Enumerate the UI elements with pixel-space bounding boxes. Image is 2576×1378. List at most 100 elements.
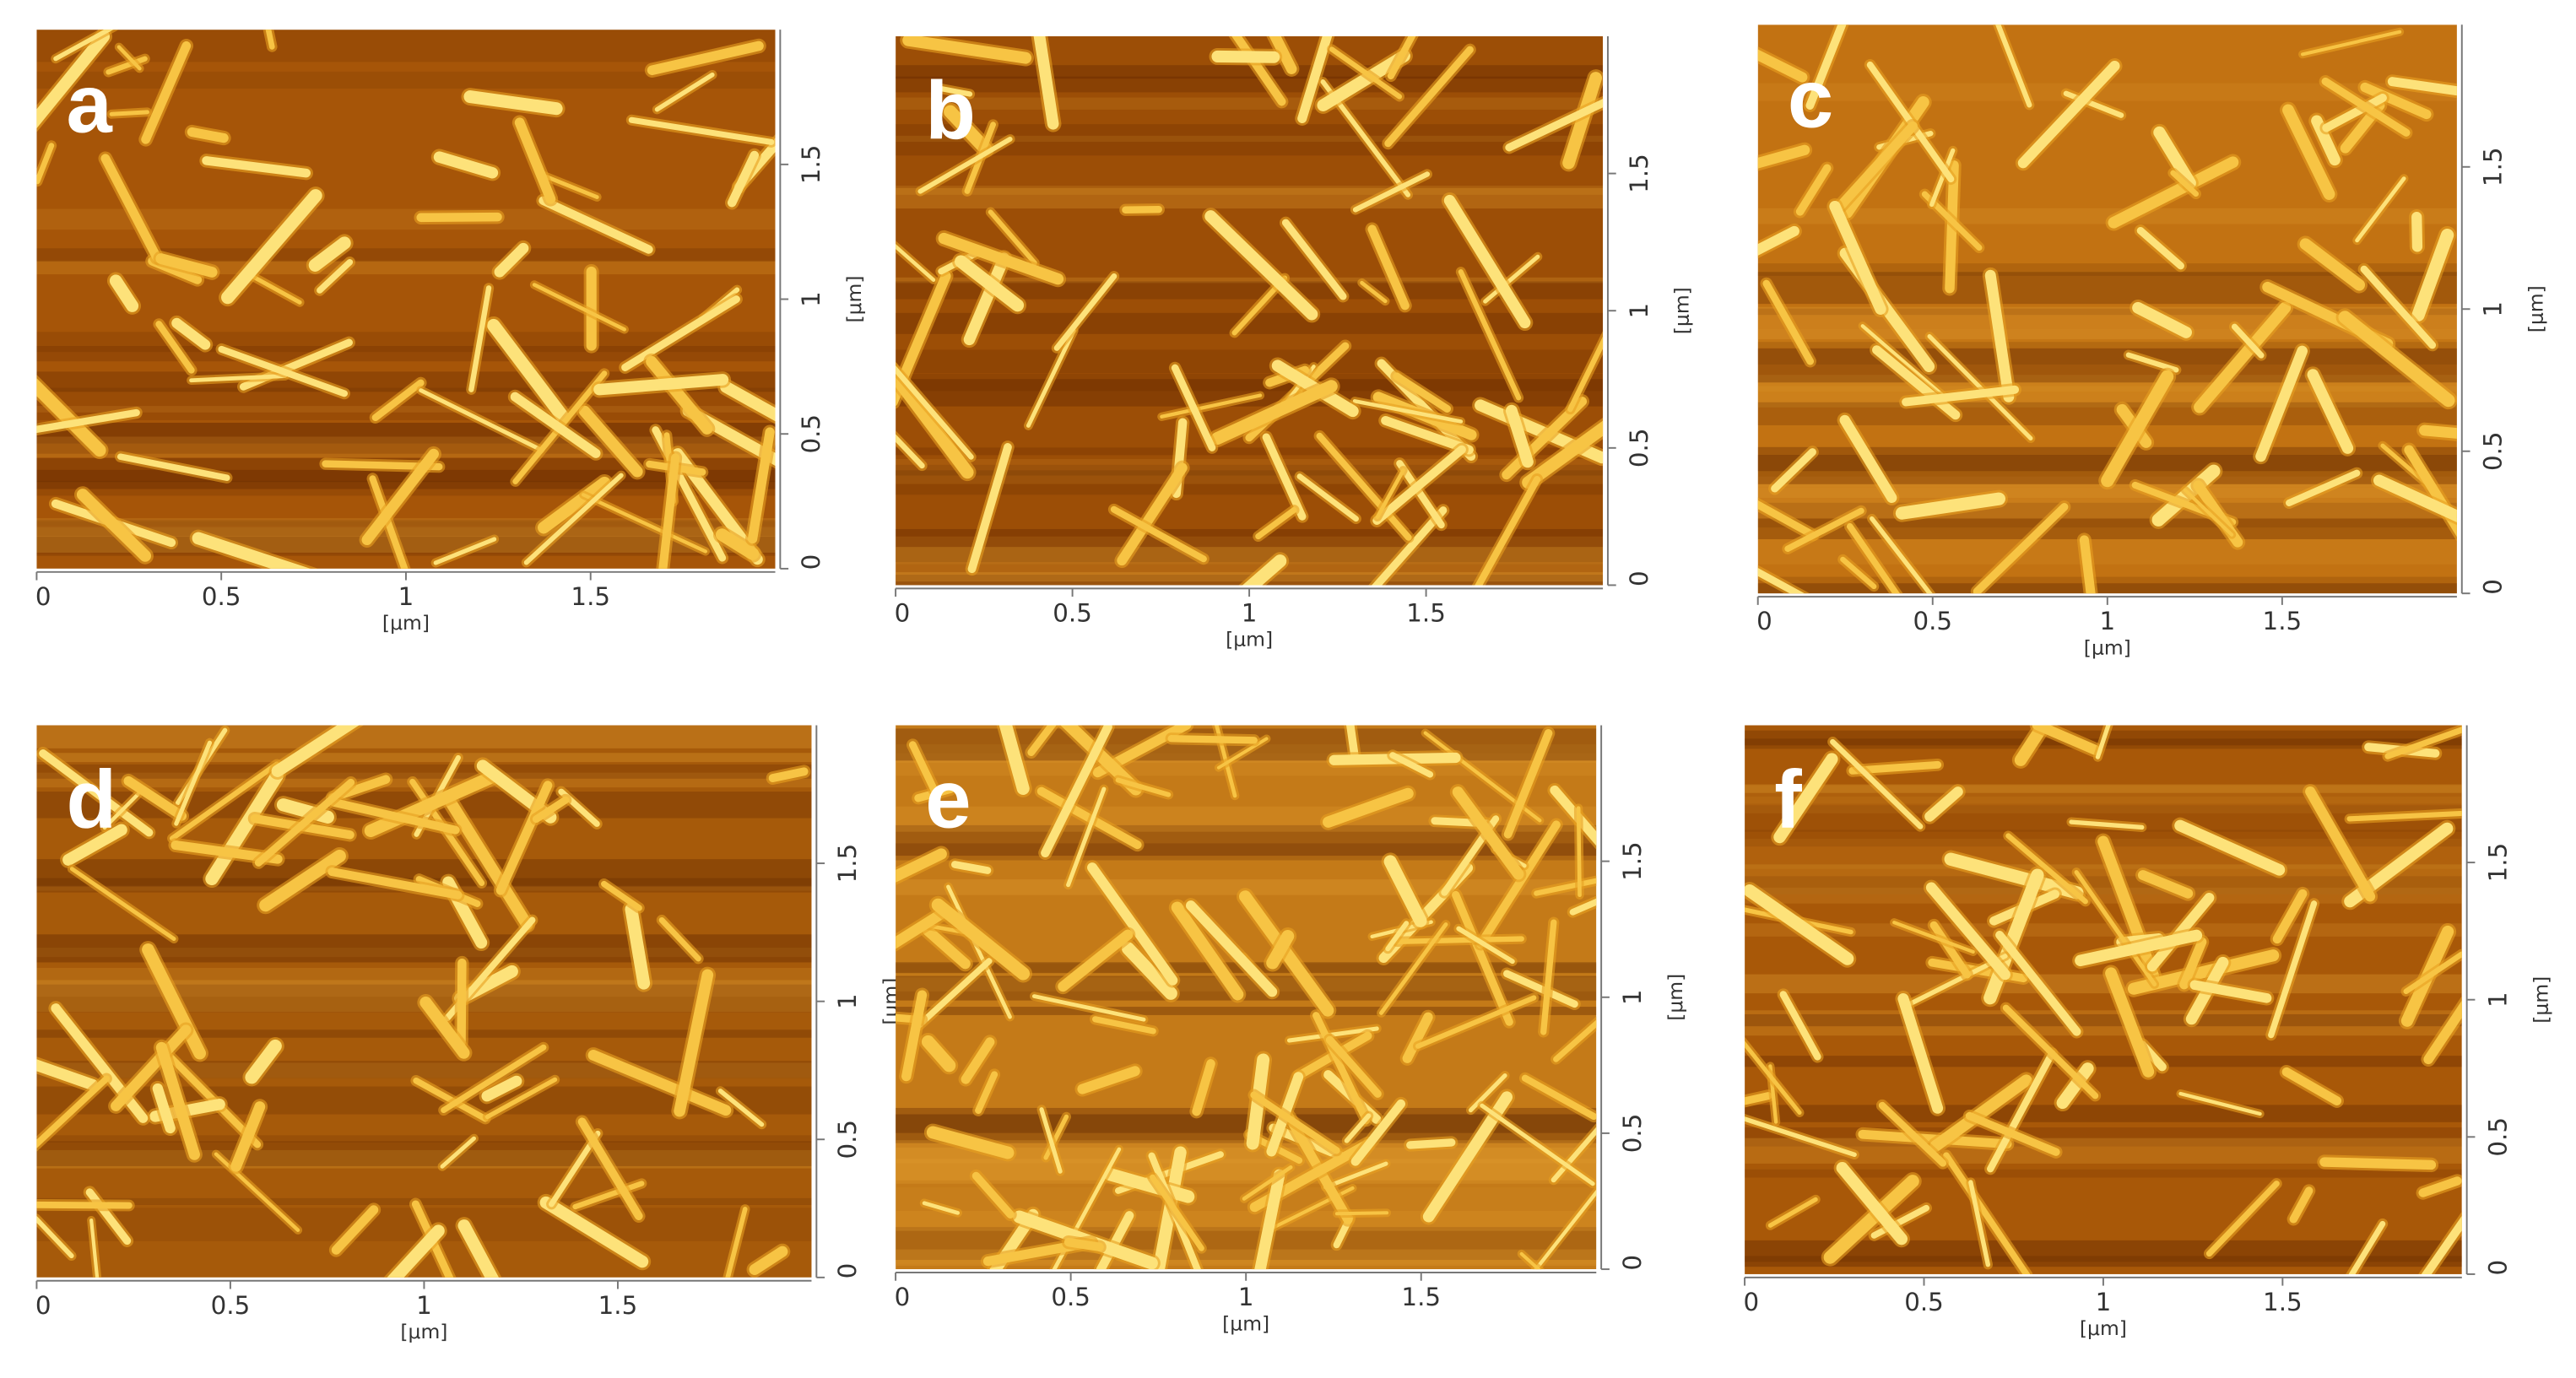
- fibril: [2348, 1220, 2386, 1274]
- fibril: [2137, 870, 2194, 899]
- y-tick-label: 1.5: [2484, 843, 2513, 883]
- fibril: [142, 943, 206, 1060]
- fibril: [674, 969, 714, 1117]
- scan-streak: [1757, 342, 2457, 365]
- fibril: [62, 824, 127, 866]
- scan-streak: [1757, 484, 2457, 519]
- scan-streak: [36, 208, 776, 230]
- fibril: [265, 30, 275, 50]
- fibril: [654, 72, 715, 112]
- fibril: [539, 1196, 649, 1268]
- fibril: [2311, 115, 2341, 166]
- fibril: [1312, 1012, 1371, 1125]
- fibril: [1860, 324, 1946, 397]
- afm-panel: e 0 0.5 1 1.5 [μm] 0 0.5 1 1.5 [μm]: [895, 725, 1687, 1335]
- fibril: [361, 448, 440, 546]
- x-axis-label: [μm]: [400, 1320, 447, 1343]
- y-tick-label: 0: [2479, 579, 2508, 595]
- fibril: [1840, 556, 1877, 590]
- fibril: [1033, 35, 1059, 130]
- fibril: [468, 285, 492, 392]
- fibril: [36, 408, 140, 434]
- fibril: [538, 476, 611, 534]
- fibril: [1063, 1237, 1104, 1251]
- fibril: [1562, 72, 1603, 170]
- fibril: [1352, 171, 1431, 213]
- scan-streak: [896, 277, 1604, 284]
- fibril: [1117, 462, 1188, 566]
- fibril: [1757, 225, 1799, 256]
- fibril: [1394, 936, 1524, 945]
- fibril: [2307, 369, 2354, 454]
- scan-streak: [1745, 1056, 2462, 1067]
- fibril: [1502, 970, 1578, 1008]
- scan-streak: [1757, 208, 2457, 224]
- fibril: [1540, 919, 1557, 1035]
- fibril: [1402, 1012, 1433, 1063]
- x-tick-label: 1.5: [571, 582, 610, 611]
- fibril: [715, 528, 760, 560]
- x-tick-label: 1: [416, 1291, 432, 1320]
- fibril: [2178, 1091, 2262, 1116]
- scan-streak: [36, 1197, 812, 1205]
- x-tick-label: 0.5: [1913, 607, 1952, 635]
- fibril: [1375, 468, 1405, 520]
- fibril: [317, 258, 354, 294]
- fibril: [1344, 1113, 1372, 1143]
- y-tick-label: 1.5: [2479, 147, 2508, 186]
- fibril: [1396, 460, 1445, 529]
- fibril: [510, 392, 601, 458]
- scan-streak: [1745, 974, 2462, 994]
- fibril: [1393, 372, 1452, 413]
- scan-streak: [896, 470, 1604, 476]
- scan-streak: [36, 1141, 812, 1166]
- fibril: [1027, 725, 1057, 757]
- scan-streak: [1745, 1013, 2462, 1027]
- fibril: [445, 797, 533, 931]
- scan-streak: [1745, 1256, 2462, 1262]
- fibril: [2101, 370, 2174, 488]
- fibril: [1458, 269, 1522, 401]
- y-tick-label: 0.5: [1625, 429, 1653, 468]
- fibril: [720, 381, 776, 422]
- scan-streak: [1745, 1169, 2462, 1178]
- fibril: [998, 725, 1030, 795]
- afm-image: [896, 725, 1597, 1270]
- fibril: [1870, 1204, 1930, 1239]
- fibril: [2174, 819, 2286, 876]
- fibril: [1476, 820, 1561, 948]
- fibril: [971, 1171, 1015, 1219]
- fibril: [254, 778, 355, 867]
- fibril: [1384, 46, 1474, 148]
- fibril: [2017, 60, 2120, 169]
- fibril: [647, 41, 764, 76]
- fibril: [1150, 1174, 1204, 1251]
- fibril: [1757, 500, 1817, 539]
- fibril: [646, 355, 713, 435]
- scan-streak: [1757, 308, 2457, 316]
- fibril: [1383, 855, 1427, 927]
- fibril: [1053, 273, 1118, 351]
- y-tick-label: 1.5: [833, 844, 862, 884]
- fibril: [2411, 228, 2454, 322]
- x-axis-label: [μm]: [1226, 628, 1273, 651]
- fibril: [2005, 833, 2088, 905]
- fibril: [963, 252, 1010, 346]
- fibril: [2321, 77, 2411, 137]
- fibril: [1767, 1197, 1818, 1228]
- fibril: [2136, 226, 2184, 270]
- fibril: [230, 1101, 266, 1172]
- x-tick-label: 1: [398, 582, 414, 611]
- fibril: [2179, 937, 2207, 990]
- fibril: [155, 253, 218, 278]
- y-axis-label: [μm]: [2529, 976, 2552, 1024]
- fibril: [487, 318, 569, 423]
- fibril: [1968, 1180, 1991, 1267]
- fibril: [1475, 475, 1541, 586]
- fibril: [1262, 433, 1307, 521]
- fibril: [946, 884, 1012, 1019]
- fibril: [1415, 995, 1537, 1049]
- fibril: [2418, 1176, 2462, 1197]
- fibril: [2268, 900, 2318, 1039]
